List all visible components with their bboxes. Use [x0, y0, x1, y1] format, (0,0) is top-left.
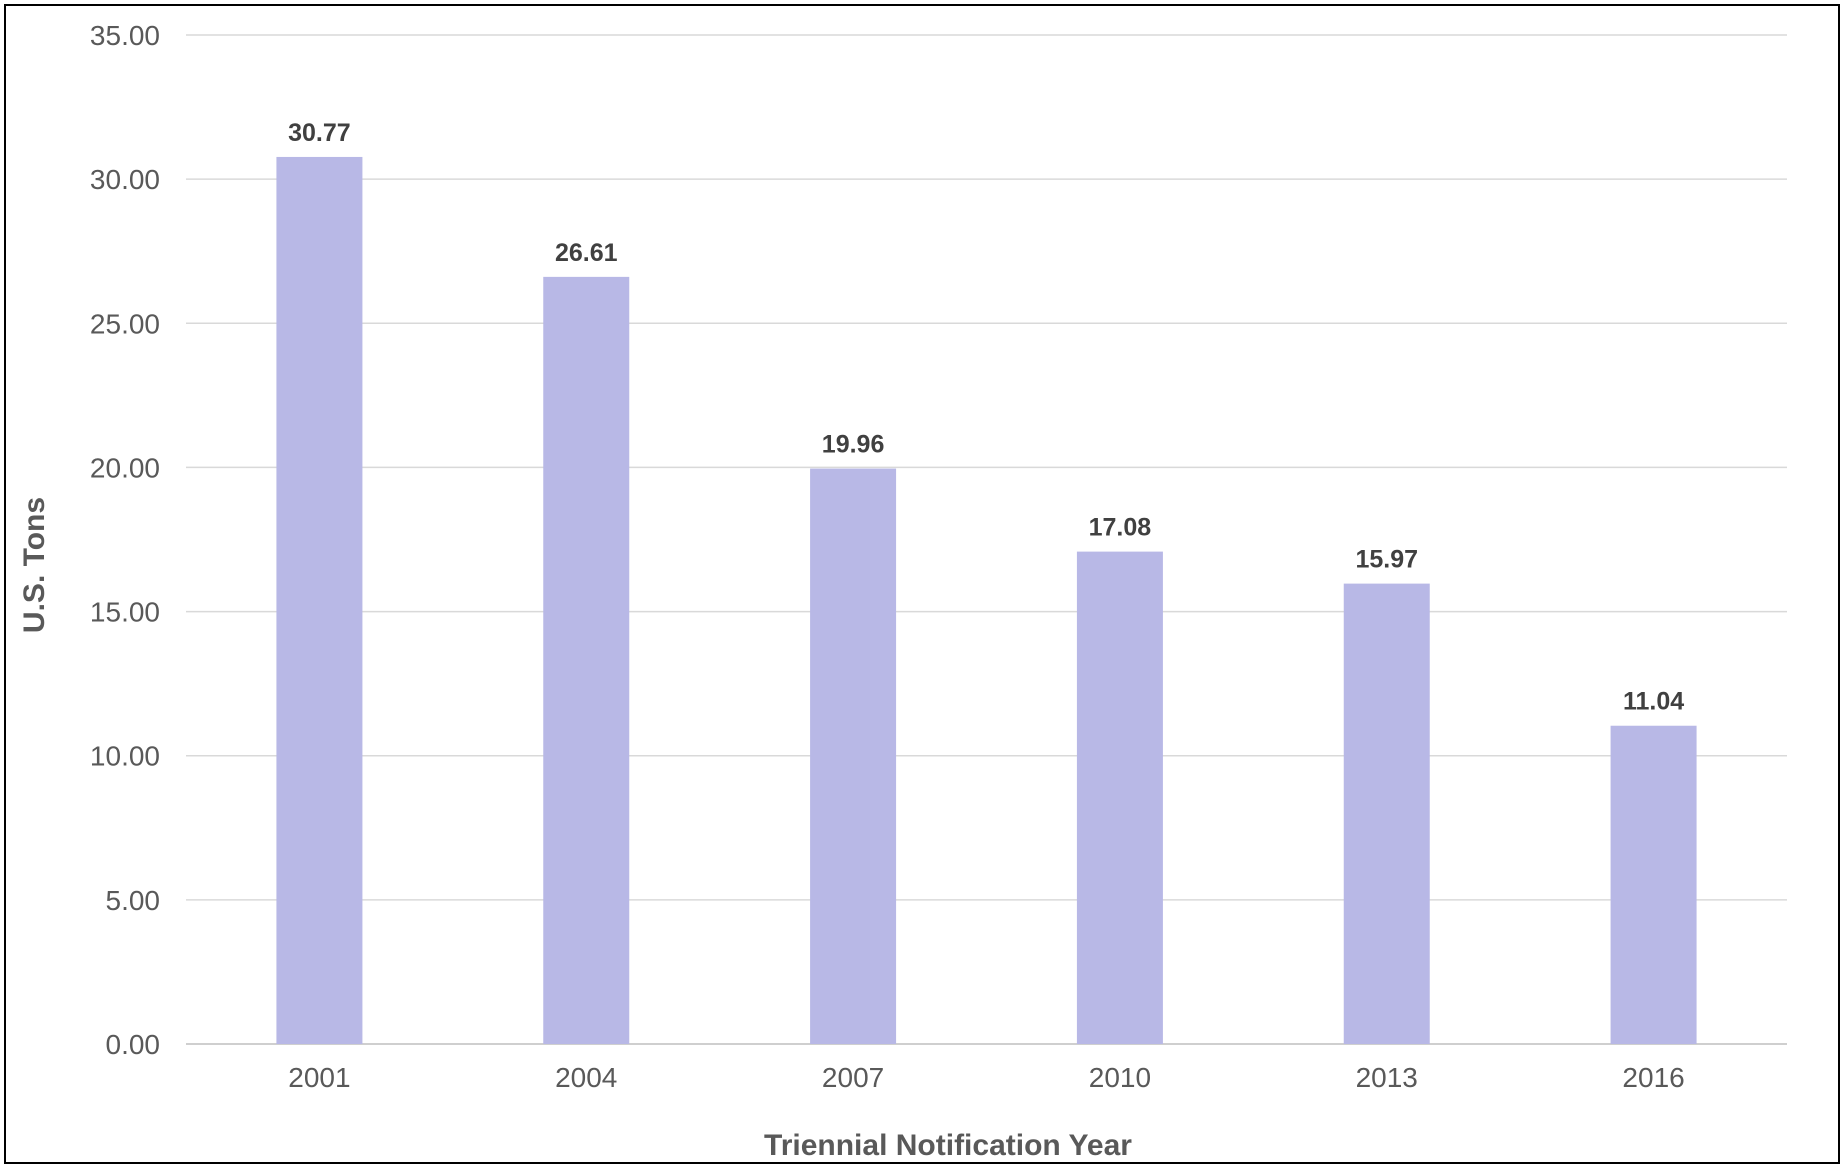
y-tick-label: 10.00	[90, 741, 160, 772]
y-tick-label: 35.00	[90, 20, 160, 51]
x-axis-title: Triennial Notification Year	[764, 1129, 1132, 1162]
bar-2010	[1077, 552, 1163, 1044]
y-tick-label: 20.00	[90, 452, 160, 483]
data-label-2016: 11.04	[1623, 688, 1684, 716]
data-labels: 30.77 26.61 19.96 17.08 15.97 11.04	[288, 119, 1684, 716]
bar-2007	[810, 469, 896, 1044]
y-tick-label: 5.00	[106, 885, 161, 916]
bars	[276, 157, 1696, 1044]
x-tick-label-2001: 2001	[288, 1062, 350, 1093]
y-tick-label: 25.00	[90, 308, 160, 339]
bar-2001	[276, 157, 362, 1044]
y-axis-ticks: 0.00 5.00 10.00 15.00 20.00 25.00 30.00 35.00	[90, 20, 160, 1060]
data-label-2001: 30.77	[288, 119, 351, 147]
gridlines	[186, 35, 1787, 1044]
data-label-2010: 17.08	[1089, 514, 1152, 542]
x-tick-label-2013: 2013	[1356, 1062, 1418, 1093]
bar-2004	[543, 277, 629, 1044]
data-label-2004: 26.61	[555, 239, 618, 267]
data-label-2007: 19.96	[822, 431, 885, 459]
y-tick-label: 30.00	[90, 164, 160, 195]
bar-2016	[1611, 726, 1697, 1044]
x-tick-label-2016: 2016	[1622, 1062, 1684, 1093]
bar-2013	[1344, 584, 1430, 1044]
y-tick-label: 15.00	[90, 597, 160, 628]
y-axis-title: U.S. Tons	[18, 497, 51, 633]
data-label-2013: 15.97	[1355, 546, 1418, 574]
x-tick-label-2004: 2004	[555, 1062, 617, 1093]
x-axis-ticks: 2001 2004 2007 2010 2013 2016	[288, 1062, 1684, 1093]
x-tick-label-2007: 2007	[822, 1062, 884, 1093]
y-tick-label: 0.00	[106, 1029, 161, 1060]
x-tick-label-2010: 2010	[1089, 1062, 1151, 1093]
